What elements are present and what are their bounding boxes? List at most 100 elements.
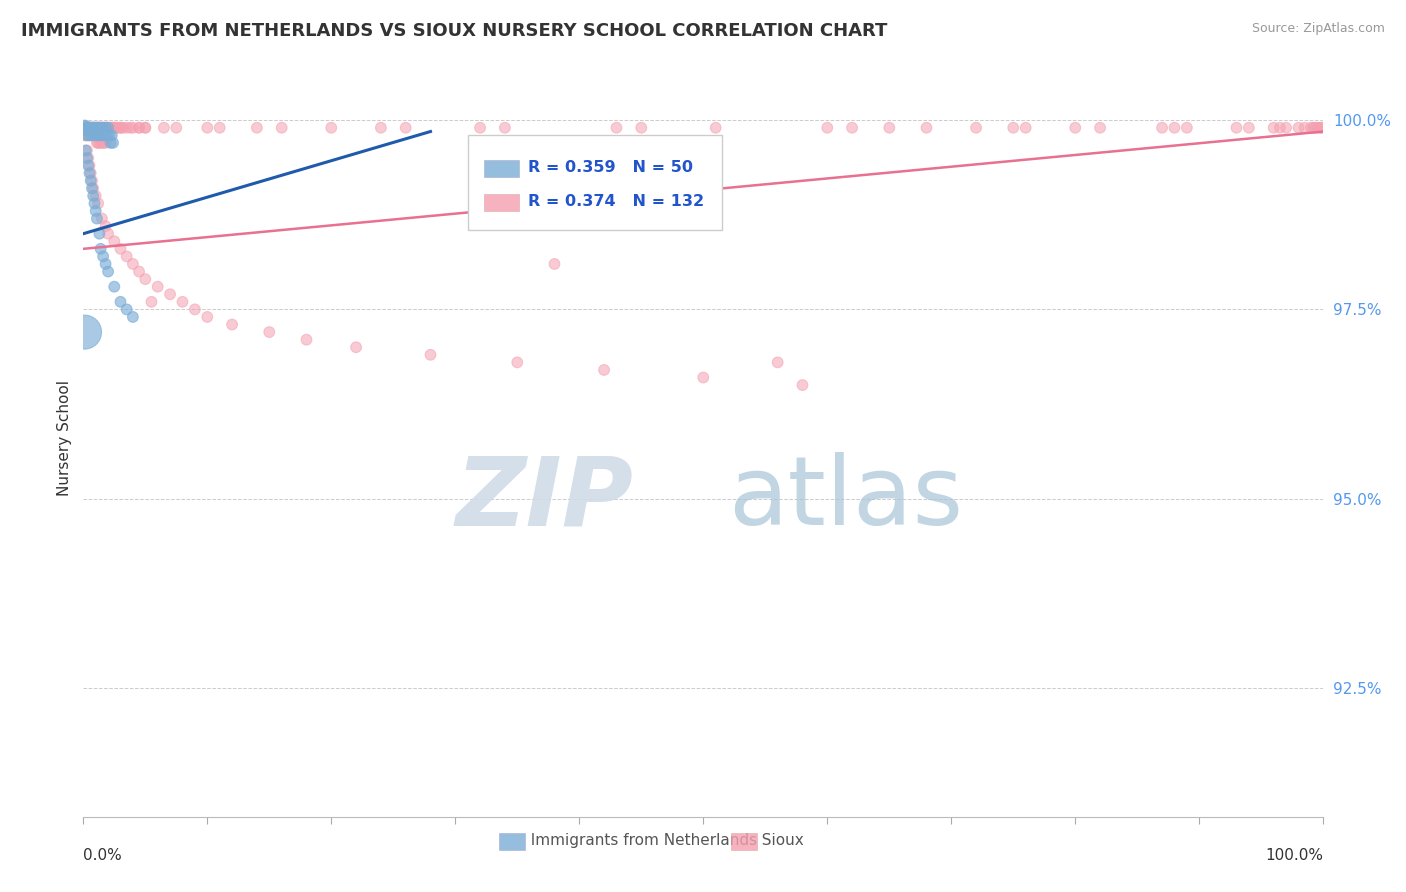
Point xyxy=(93,120,115,135)
Point xyxy=(1294,120,1316,135)
Point xyxy=(766,355,789,369)
Point xyxy=(122,257,145,271)
Point xyxy=(87,120,110,135)
Point xyxy=(103,234,125,248)
Point xyxy=(1225,120,1247,135)
Point xyxy=(128,120,150,135)
Point xyxy=(77,159,100,173)
Point xyxy=(73,325,96,339)
Point xyxy=(815,120,838,135)
Point xyxy=(83,196,105,211)
Point xyxy=(122,120,145,135)
Point xyxy=(82,120,104,135)
Point xyxy=(87,136,110,150)
Point xyxy=(1309,120,1331,135)
Point xyxy=(96,120,118,135)
Point xyxy=(82,189,104,203)
Point xyxy=(91,249,114,263)
Point xyxy=(153,120,176,135)
Point xyxy=(84,128,107,143)
Point xyxy=(122,310,145,324)
Point xyxy=(1175,120,1198,135)
Point xyxy=(86,211,108,226)
Point xyxy=(1302,120,1324,135)
Point xyxy=(90,128,112,143)
Point xyxy=(593,363,616,377)
Point xyxy=(110,120,132,135)
Point xyxy=(295,333,318,347)
Point xyxy=(80,181,103,195)
Point xyxy=(87,120,110,135)
Point xyxy=(1002,120,1025,135)
Point xyxy=(915,120,938,135)
Point xyxy=(543,257,565,271)
Point xyxy=(630,120,652,135)
Point xyxy=(792,378,814,392)
Point xyxy=(98,128,121,143)
Point xyxy=(84,189,107,203)
Point xyxy=(1309,120,1331,135)
Point xyxy=(115,120,138,135)
Point xyxy=(107,120,129,135)
Point xyxy=(134,272,156,286)
Point xyxy=(195,310,218,324)
Point xyxy=(89,120,111,135)
Point xyxy=(79,120,101,135)
Point xyxy=(1064,120,1087,135)
Point xyxy=(965,120,987,135)
Point xyxy=(704,120,727,135)
Y-axis label: Nursery School: Nursery School xyxy=(58,380,72,496)
Point xyxy=(103,120,125,135)
Point xyxy=(104,120,127,135)
Point xyxy=(94,120,117,135)
Point xyxy=(82,120,104,135)
Point xyxy=(79,166,101,180)
Point xyxy=(84,128,107,143)
Point xyxy=(692,370,714,384)
Point xyxy=(82,181,104,195)
Point xyxy=(90,136,112,150)
Text: 0.0%: 0.0% xyxy=(83,847,122,863)
Point xyxy=(115,302,138,317)
Point xyxy=(94,219,117,234)
Point xyxy=(128,120,150,135)
Point xyxy=(86,120,108,135)
Point xyxy=(89,120,111,135)
Point xyxy=(90,120,112,135)
Point xyxy=(80,128,103,143)
Point xyxy=(101,120,124,135)
Point xyxy=(344,340,367,354)
Point xyxy=(134,120,156,135)
Point xyxy=(76,151,98,165)
Text: Immigrants from Netherlands: Immigrants from Netherlands xyxy=(520,833,756,848)
Text: 100.0%: 100.0% xyxy=(1265,847,1323,863)
Point xyxy=(97,120,120,135)
Point xyxy=(605,120,627,135)
Point xyxy=(75,120,97,135)
Point xyxy=(77,120,100,135)
Text: Source: ZipAtlas.com: Source: ZipAtlas.com xyxy=(1251,22,1385,36)
Point xyxy=(79,128,101,143)
Point xyxy=(172,294,194,309)
Point xyxy=(877,120,900,135)
Point xyxy=(259,325,281,339)
Text: R = 0.359   N = 50: R = 0.359 N = 50 xyxy=(529,161,693,176)
Point xyxy=(75,120,97,135)
Point xyxy=(468,120,491,135)
Text: R = 0.374   N = 132: R = 0.374 N = 132 xyxy=(529,194,704,210)
Point xyxy=(1152,120,1174,135)
Point xyxy=(395,120,418,135)
Point xyxy=(73,120,96,135)
Bar xyxy=(484,194,519,211)
Point xyxy=(87,128,110,143)
Point xyxy=(80,174,103,188)
Point xyxy=(77,120,100,135)
Point xyxy=(100,136,122,150)
Point xyxy=(101,120,124,135)
Point xyxy=(96,128,118,143)
Point xyxy=(90,120,112,135)
Point xyxy=(79,120,101,135)
Point xyxy=(134,120,156,135)
Point xyxy=(94,257,117,271)
Point xyxy=(77,128,100,143)
